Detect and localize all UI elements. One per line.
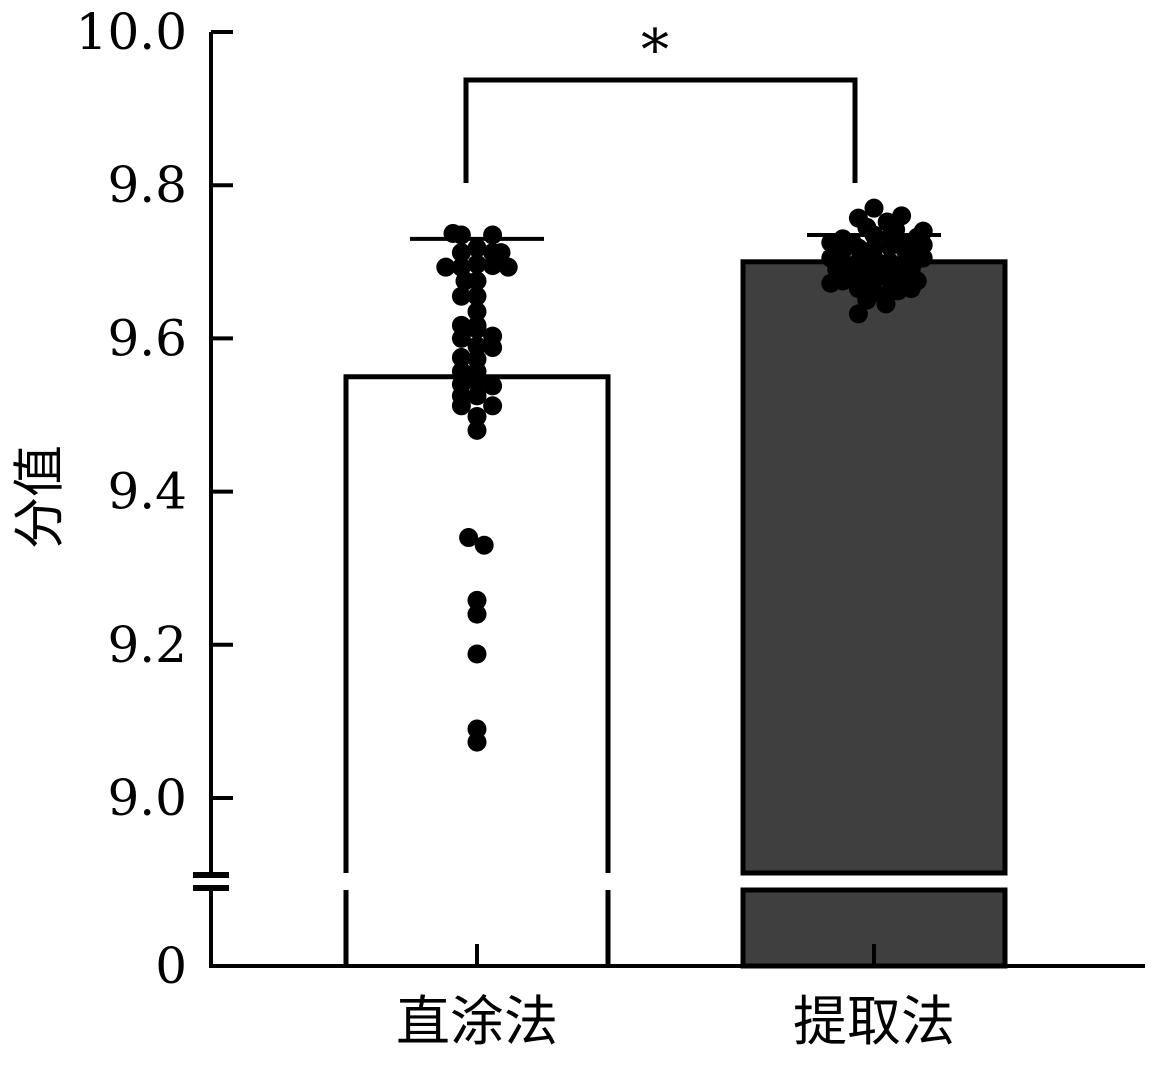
data-point-0-2 [483, 225, 503, 245]
y-tick-label-0: 0 [155, 937, 187, 995]
data-point-0-14 [451, 286, 471, 306]
data-point-0-24 [451, 348, 471, 368]
y-tick-label-3: 9.4 [107, 463, 187, 521]
bar-0-upper [343, 374, 611, 873]
significance-layer: * [463, 18, 858, 183]
significance-bracket [463, 77, 858, 183]
axes-layer [193, 32, 1145, 968]
data-point-0-39 [467, 590, 487, 610]
data-point-0-32 [467, 386, 487, 406]
data-point-0-41 [467, 644, 487, 664]
data-point-0-3 [451, 243, 471, 263]
y-ticks-layer: 0 9.0 9.2 9.4 9.6 9.8 10.0 [76, 3, 233, 995]
x-labels-layer: 直涂法 提取法 [396, 990, 955, 1053]
data-point-1-49 [848, 304, 868, 324]
x-category-label-1: 提取法 [793, 990, 955, 1053]
data-point-1-28 [913, 248, 933, 268]
y-tick-label-6: 10.0 [76, 3, 187, 61]
data-point-1-17 [880, 236, 900, 256]
data-point-0-22 [467, 336, 487, 356]
data-point-1-47 [857, 290, 877, 310]
data-point-0-43 [467, 732, 487, 752]
y-tick-label-2: 9.2 [107, 616, 187, 674]
data-point-0-19 [451, 328, 471, 348]
data-point-0-7 [436, 257, 456, 277]
data-point-0-17 [451, 315, 471, 335]
data-point-0-1 [451, 225, 471, 245]
data-point-1-48 [876, 294, 896, 314]
y-tick-label-5: 9.8 [107, 156, 187, 214]
data-point-0-33 [451, 396, 471, 416]
data-point-0-11 [498, 257, 518, 277]
y-tick-label-4: 9.6 [107, 309, 187, 367]
data-point-0-15 [467, 286, 487, 306]
data-point-0-34 [483, 396, 503, 416]
x-category-label-0: 直涂法 [396, 990, 558, 1053]
data-point-0-20 [467, 319, 487, 339]
y-tick-label-1: 9.0 [107, 769, 187, 827]
y-axis-title: 分值 [11, 445, 71, 549]
data-point-0-36 [467, 420, 487, 440]
data-points-layer [436, 198, 933, 752]
data-point-0-13 [467, 271, 487, 291]
data-point-0-42 [467, 719, 487, 739]
data-point-1-46 [901, 279, 921, 299]
data-point-0-40 [467, 604, 487, 624]
data-point-0-30 [483, 376, 503, 396]
data-point-1-8 [864, 225, 884, 245]
data-point-0-37 [459, 528, 479, 548]
data-point-0-35 [467, 407, 487, 427]
data-point-0-16 [467, 302, 487, 322]
data-point-1-15 [848, 238, 868, 258]
data-point-0-38 [474, 535, 494, 555]
data-point-0-4 [467, 238, 487, 258]
data-point-0-23 [483, 338, 503, 358]
data-point-0-26 [451, 361, 471, 381]
bar-0-lower [343, 890, 611, 966]
data-point-1-36 [833, 271, 853, 291]
data-point-0-29 [467, 372, 487, 392]
data-point-0-9 [467, 254, 487, 274]
significance-star: * [641, 18, 669, 83]
data-point-1-12 [913, 221, 933, 241]
data-point-1-20 [913, 235, 933, 255]
bars-layer [343, 259, 1008, 969]
bar-1-upper [740, 259, 1008, 876]
data-point-1-0 [864, 198, 884, 218]
data-point-0-10 [483, 256, 503, 276]
